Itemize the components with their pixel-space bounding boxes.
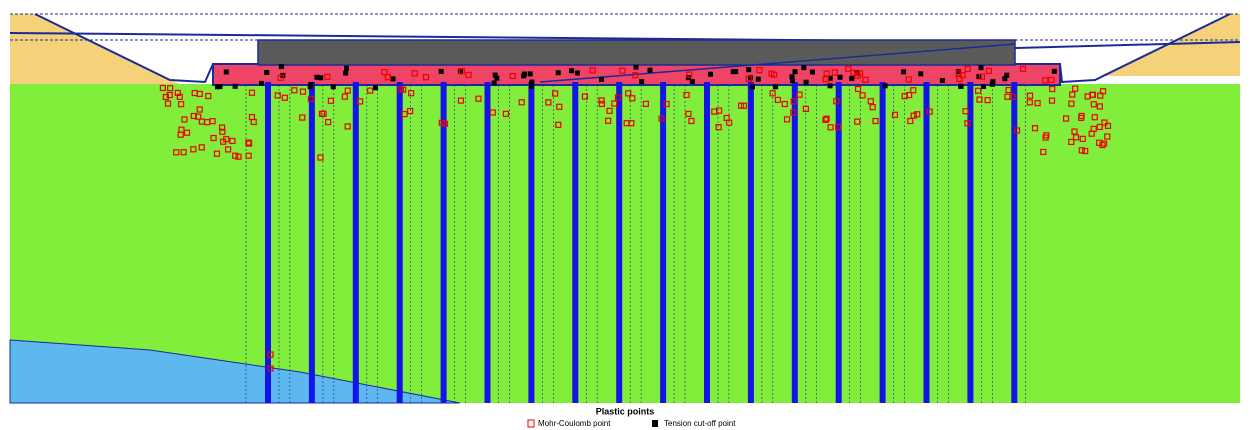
tension-point (838, 75, 843, 80)
tension-point (804, 80, 809, 85)
tension-point (599, 77, 604, 82)
tension-point (1052, 69, 1057, 74)
tension-point (810, 70, 815, 75)
tension-point (529, 84, 534, 89)
tension-point (690, 79, 695, 84)
tension-point (373, 85, 378, 90)
tension-point (279, 64, 284, 69)
tension-point (901, 69, 906, 74)
plastic-points-view: Plastic points Mohr-Coulomb point Tensio… (0, 0, 1250, 430)
tension-point (828, 83, 833, 88)
tension-point (259, 81, 264, 86)
tension-point (233, 84, 238, 89)
tension-point (633, 65, 638, 70)
tension-point (849, 76, 854, 81)
tension-point (492, 81, 497, 86)
tension-point (708, 72, 713, 77)
tension-point (439, 69, 444, 74)
soil-layer (10, 84, 1240, 403)
tension-point (314, 75, 319, 80)
tension-point (391, 76, 396, 81)
tension-point (940, 78, 945, 83)
tension-point (793, 69, 798, 74)
legend-label: Mohr-Coulomb point (538, 419, 611, 428)
tension-point (746, 67, 751, 72)
tension-point (981, 84, 986, 89)
tension-point (343, 71, 348, 76)
tension-point (1004, 73, 1009, 78)
tension-point (264, 70, 269, 75)
tension-point (224, 69, 229, 74)
legend-swatch (652, 420, 658, 427)
tension-point (521, 73, 526, 78)
tension-point (959, 84, 964, 89)
tension-point (883, 83, 888, 88)
legend-title: Plastic points (596, 406, 655, 416)
tension-point (733, 69, 738, 74)
tension-point (217, 84, 222, 89)
tension-point (528, 71, 533, 76)
tension-point (344, 66, 349, 71)
tension-point (569, 68, 574, 73)
tension-point (789, 74, 794, 79)
tension-point (979, 65, 984, 70)
tension-point (918, 71, 923, 76)
tension-point (331, 84, 336, 89)
tension-point (647, 68, 652, 73)
tension-point (493, 73, 498, 78)
tension-point (801, 65, 806, 70)
legend-swatch (528, 420, 534, 427)
legend-label: Tension cut-off point (664, 419, 736, 428)
tension-point (990, 79, 995, 84)
tension-point (575, 70, 580, 75)
tension-point (773, 84, 778, 89)
tension-point (556, 70, 561, 75)
page: Plastic points Mohr-Coulomb point Tensio… (0, 0, 1250, 430)
tension-point (639, 79, 644, 84)
tension-point (756, 77, 761, 82)
tension-point (308, 84, 313, 89)
tension-point (750, 84, 755, 89)
